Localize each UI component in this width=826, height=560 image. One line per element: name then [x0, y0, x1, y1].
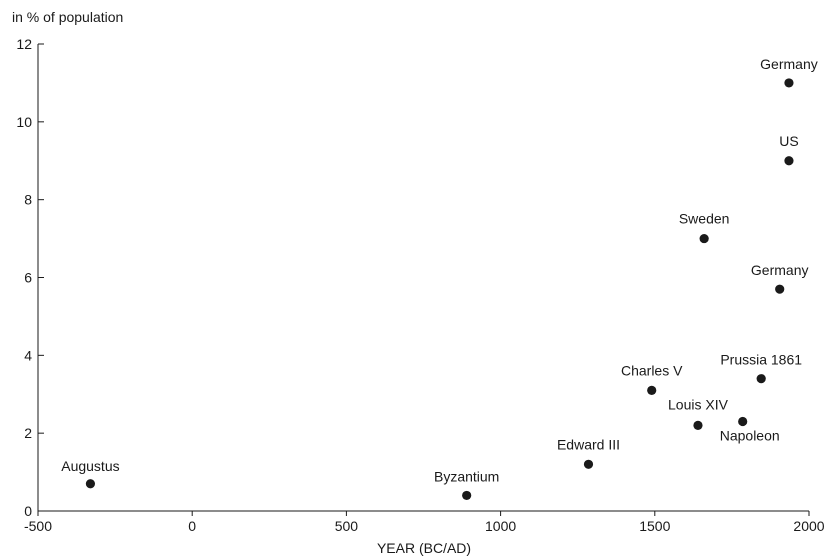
x-tick-label: 1000 [485, 518, 516, 534]
data-point-label: Napoleon [720, 427, 780, 443]
data-point [85, 479, 96, 489]
data-point [784, 156, 794, 166]
data-point-label: Edward III [557, 436, 620, 452]
x-tick-label: 0 [188, 518, 196, 534]
data-point-label: Charles V [621, 362, 683, 378]
y-tick-label: 6 [24, 270, 32, 286]
data-point-label: Prussia 1861 [720, 352, 802, 368]
data-point-label: Germany [760, 56, 818, 72]
y-axis-label: in % of population [12, 9, 123, 25]
data-point [693, 420, 703, 430]
data-point [699, 233, 709, 244]
x-tick-label: 1500 [639, 518, 670, 534]
x-tick-label: -500 [24, 518, 52, 534]
y-tick-label: 2 [24, 425, 32, 441]
x-tick-label: 2000 [793, 518, 824, 534]
y-tick-label: 0 [24, 503, 32, 519]
data-point [784, 78, 794, 88]
data-point [583, 459, 594, 469]
x-axis-label: YEAR (BC/AD) [377, 540, 471, 556]
data-point-label: Augustus [61, 458, 119, 474]
y-tick-label: 8 [24, 192, 32, 208]
data-point-label: US [779, 133, 798, 149]
data-point-label: Germany [751, 262, 809, 278]
data-point-label: Louis XIV [668, 396, 729, 412]
y-tick-label: 4 [24, 347, 32, 363]
data-point [647, 385, 657, 395]
data-point-label: Sweden [679, 211, 730, 227]
y-tick-label: 10 [16, 114, 32, 130]
data-point [462, 490, 472, 501]
data-point [738, 416, 748, 427]
data-point-label: Byzantium [434, 468, 499, 484]
data-point [756, 374, 766, 384]
plot-area: -500 0 500 1000 1500 2000024681012AugustusByz… [16, 36, 824, 534]
y-tick-label: 12 [16, 36, 32, 52]
data-point [775, 284, 785, 294]
x-tick-label: 500 [335, 518, 359, 534]
